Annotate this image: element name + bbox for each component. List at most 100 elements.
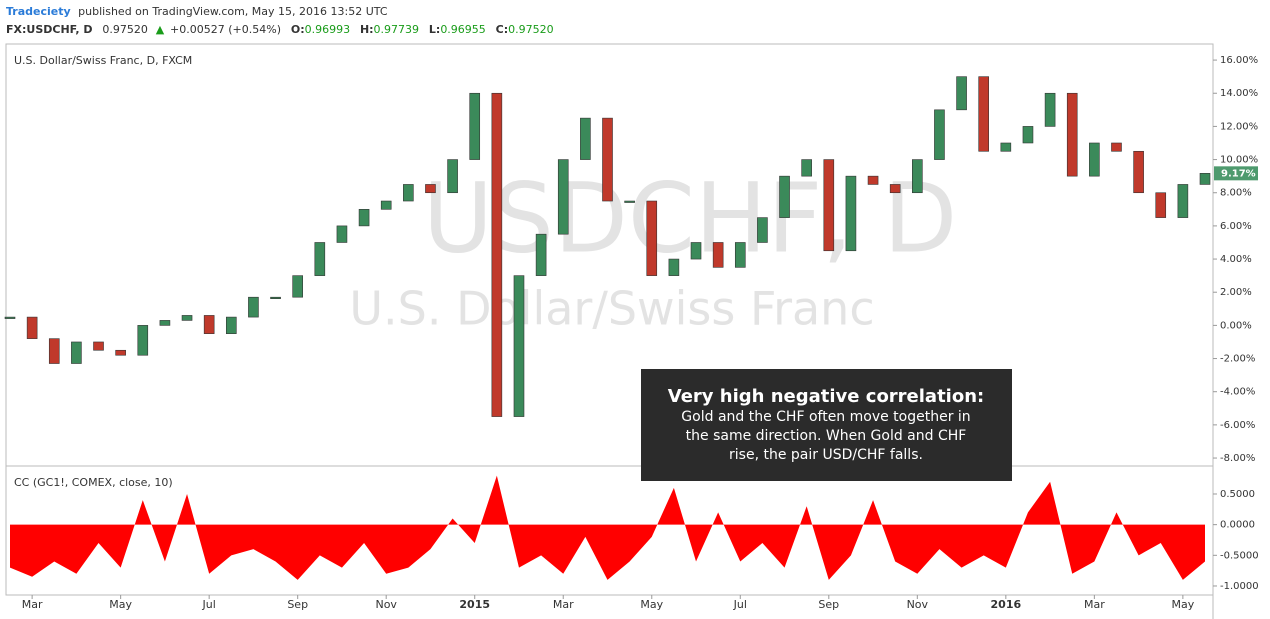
- quote-line: FX:USDCHF, D 0.97520 ▲ +0.00527 (+0.54%)…: [6, 23, 554, 36]
- y-tick-label: -6.00%: [1220, 420, 1255, 431]
- y-tick-label: 10.00%: [1220, 155, 1258, 166]
- published: published on TradingView.com, May 15, 20…: [78, 5, 388, 18]
- y-tick-label: -8.00%: [1220, 453, 1255, 464]
- candle: [1000, 142, 1012, 152]
- candle: [934, 109, 945, 160]
- candle: [845, 175, 857, 252]
- candle: [978, 76, 990, 152]
- price-badge: 9.17%: [1221, 168, 1256, 179]
- candle: [734, 242, 746, 268]
- candle: [1155, 192, 1167, 218]
- candle: [71, 341, 82, 364]
- candle: [270, 296, 281, 299]
- up-arrow: ▲: [156, 23, 165, 36]
- x-tick-label: May: [109, 598, 132, 611]
- header-line: Tradeciety published on TradingView.com,…: [6, 5, 388, 18]
- quote-value: 0.97520: [508, 23, 554, 36]
- candle: [712, 242, 724, 268]
- quote-label: H:: [360, 23, 374, 36]
- x-tick-label: Jul: [202, 598, 216, 611]
- x-tick-label: Mar: [553, 598, 574, 611]
- candle: [1022, 126, 1034, 144]
- candle: [1089, 142, 1100, 177]
- candle: [1177, 184, 1189, 218]
- y-tick-label: -1.0000: [1220, 581, 1259, 592]
- annotation-line: Gold and the CHF often move together in: [681, 409, 970, 425]
- quote-label: C:: [496, 23, 508, 36]
- candle: [624, 200, 635, 203]
- candle: [580, 117, 591, 160]
- candle: [757, 217, 768, 243]
- y-tick-label: 0.00%: [1220, 320, 1252, 331]
- x-tick-label: Nov: [375, 598, 397, 611]
- candle: [403, 184, 414, 202]
- x-tick-label: May: [1171, 598, 1194, 611]
- candle: [358, 209, 370, 227]
- x-tick-label: Mar: [1084, 598, 1105, 611]
- watermark: U.S. Dollar/Swiss Franc: [349, 282, 874, 336]
- x-tick-label: Sep: [818, 598, 839, 611]
- candle: [115, 349, 126, 356]
- quote-label: L:: [429, 23, 440, 36]
- panel-title: U.S. Dollar/Swiss Franc, D, FXCM: [14, 54, 192, 67]
- y-tick-label: 12.00%: [1220, 121, 1258, 132]
- candle: [314, 242, 326, 276]
- y-tick-label: -0.5000: [1220, 550, 1259, 561]
- author[interactable]: Tradeciety: [6, 5, 71, 18]
- candle: [26, 316, 38, 339]
- quote-value: 0.97739: [374, 23, 420, 36]
- annotation: Very high negative correlation: Gold and…: [641, 369, 1012, 481]
- candle: [602, 117, 613, 202]
- change: +0.00527 (+0.54%): [170, 23, 281, 36]
- candle: [1066, 92, 1078, 177]
- candle: [447, 159, 458, 194]
- annotation-title: Very high negative correlation:: [668, 386, 985, 407]
- candle: [1199, 173, 1211, 185]
- y-tick-label: -4.00%: [1220, 387, 1255, 398]
- candle: [181, 315, 193, 321]
- x-tick-label: Jul: [733, 598, 747, 611]
- candle: [867, 175, 879, 185]
- candle: [491, 92, 503, 417]
- candle: [292, 275, 303, 298]
- correlation-area: [10, 475, 1205, 580]
- candle: [646, 200, 658, 276]
- candle: [690, 242, 702, 260]
- candle: [1044, 92, 1056, 127]
- candle: [889, 184, 901, 194]
- y-tick-label: 16.00%: [1220, 55, 1258, 66]
- quote-label: O:: [291, 23, 305, 36]
- price-badge-box: [1214, 166, 1258, 181]
- y-tick-label: 6.00%: [1220, 221, 1252, 232]
- annotation-line: the same direction. When Gold and CHF: [686, 428, 967, 444]
- candle: [137, 325, 149, 356]
- y-tick-label: 0.0000: [1220, 520, 1255, 531]
- y-tick-label: 0.5000: [1220, 489, 1255, 500]
- candle: [1111, 142, 1122, 152]
- x-tick-label: Mar: [22, 598, 43, 611]
- candle: [823, 159, 835, 252]
- candle: [469, 92, 481, 160]
- candle: [159, 320, 171, 326]
- y-tick-label: 8.00%: [1220, 188, 1252, 199]
- candle: [93, 341, 104, 351]
- candle: [225, 316, 237, 334]
- candle: [1133, 150, 1144, 194]
- y-tick-label: 14.00%: [1220, 88, 1258, 99]
- panel-title: CC (GC1!, COMEX, close, 10): [14, 476, 173, 489]
- candle: [668, 258, 680, 276]
- candle: [557, 159, 569, 235]
- candle: [336, 225, 348, 243]
- symbol: FX:USDCHF, D: [6, 23, 93, 36]
- candle: [956, 76, 967, 111]
- y-tick-label: 2.00%: [1220, 287, 1252, 298]
- annotation-line: rise, the pair USD/CHF falls.: [729, 447, 923, 463]
- candle: [48, 338, 60, 364]
- candle: [535, 233, 547, 276]
- quote-value: 0.96993: [305, 23, 351, 36]
- x-tick-label: 2015: [459, 598, 490, 611]
- candle: [248, 296, 259, 318]
- x-tick-label: 2016: [991, 598, 1022, 611]
